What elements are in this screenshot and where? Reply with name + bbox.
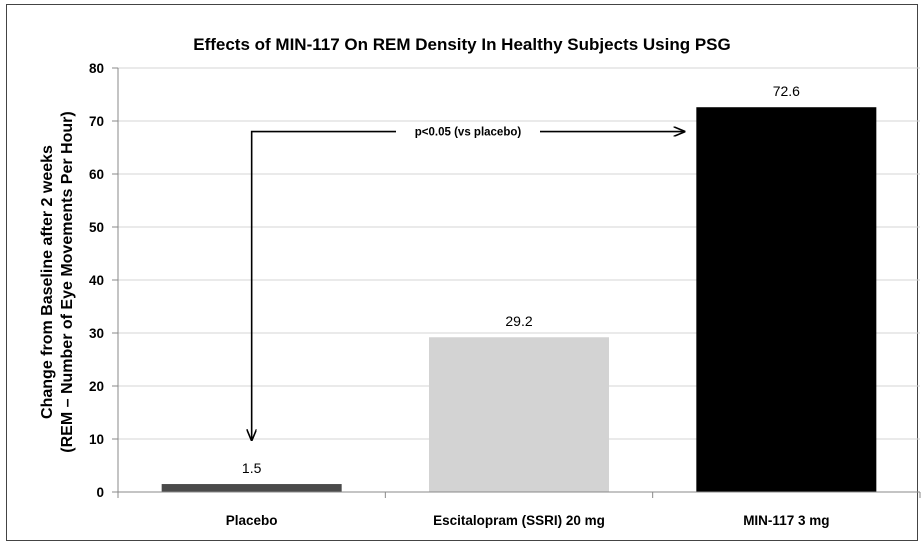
bar	[429, 337, 609, 492]
data-labels: 1.5 29.2 72.6	[242, 83, 800, 476]
y-axis-label: Change from Baseline after 2 weeks (REM …	[39, 111, 76, 452]
x-axis-categories: Placebo Escitalopram (SSRI) 20 mg MIN-117 …	[226, 513, 830, 528]
data-label: 72.6	[773, 83, 800, 99]
data-label: 1.5	[242, 460, 262, 476]
y-axis-label-line-2: (REM – Number of Eye Movements Per Hour)	[59, 111, 76, 452]
y-tick-label: 50	[89, 220, 104, 235]
arrow-to-placebo	[252, 130, 396, 440]
x-category-label: MIN-117 3 mg	[743, 513, 829, 528]
bar	[161, 484, 342, 492]
y-tick-label: 0	[96, 485, 104, 500]
annotation-label: p<0.05 (vs placebo)	[415, 127, 522, 139]
bars	[161, 107, 877, 492]
x-category-label: Escitalopram (SSRI) 20 mg	[433, 513, 605, 528]
chart-title: Effects of MIN-117 On REM Density In Hea…	[193, 35, 731, 54]
y-tick-label: 20	[89, 379, 104, 394]
y-tick-label: 40	[89, 273, 104, 288]
y-tick-label: 80	[89, 61, 104, 76]
significance-annotation: p<0.05 (vs placebo)	[252, 127, 685, 440]
y-axis-ticks: 0 10 20 30 40 50 60 70 80	[89, 61, 118, 500]
y-tick-label: 30	[89, 326, 104, 341]
y-tick-label: 60	[89, 167, 104, 182]
x-category-label: Placebo	[226, 513, 278, 528]
y-axis-label-line-1: Change from Baseline after 2 weeks	[39, 145, 56, 419]
y-tick-label: 10	[89, 432, 104, 447]
data-label: 29.2	[505, 313, 532, 329]
y-tick-label: 70	[89, 114, 104, 129]
bar	[696, 107, 877, 492]
axes	[117, 68, 921, 498]
